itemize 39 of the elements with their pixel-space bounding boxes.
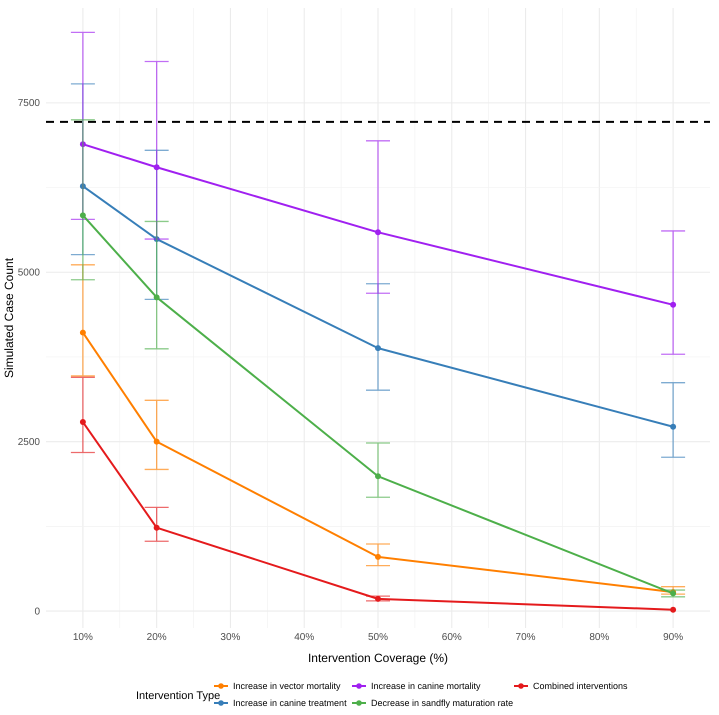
point — [80, 419, 86, 425]
y-tick-label: 0 — [34, 606, 40, 618]
legend-label: Increase in vector mortality — [233, 680, 342, 691]
legend-label: Increase in canine treatment — [233, 698, 348, 708]
y-tick-label: 5000 — [18, 267, 40, 278]
point — [154, 438, 160, 445]
x-tick-label: 70% — [516, 632, 536, 644]
point — [80, 330, 86, 336]
legend-label: Combined interventions — [533, 680, 628, 691]
x-tick-label: 80% — [589, 632, 610, 644]
y-tick-label: 7500 — [18, 98, 40, 110]
point — [154, 236, 160, 242]
x-tick-label: 50% — [368, 632, 388, 644]
x-tick-label: 30% — [220, 632, 241, 644]
point — [670, 302, 676, 308]
point — [375, 554, 381, 560]
point — [154, 524, 160, 531]
point — [154, 164, 160, 170]
y-tick-label: 2500 — [18, 436, 40, 448]
x-tick-label: 60% — [442, 632, 462, 644]
y-axis-title: Simulated Case Count — [2, 257, 16, 378]
legend-label: Decrease in sandfly maturation rate — [371, 698, 514, 708]
point — [670, 424, 676, 430]
point — [375, 229, 381, 236]
point — [154, 294, 160, 300]
point — [80, 212, 86, 218]
legend-title: Intervention Type — [136, 690, 220, 702]
x-tick-label: 20% — [146, 632, 167, 644]
point — [375, 473, 381, 480]
legend-label: Increase in canine mortality — [371, 680, 482, 691]
point — [80, 183, 86, 190]
point — [375, 345, 381, 352]
point — [375, 596, 381, 602]
point — [80, 141, 86, 148]
point — [670, 606, 676, 613]
x-tick-label: 40% — [294, 632, 314, 644]
x-tick-label: 10% — [72, 632, 94, 644]
x-tick-label: 90% — [663, 632, 684, 644]
x-axis-title: Intervention Coverage (%) — [308, 651, 448, 665]
